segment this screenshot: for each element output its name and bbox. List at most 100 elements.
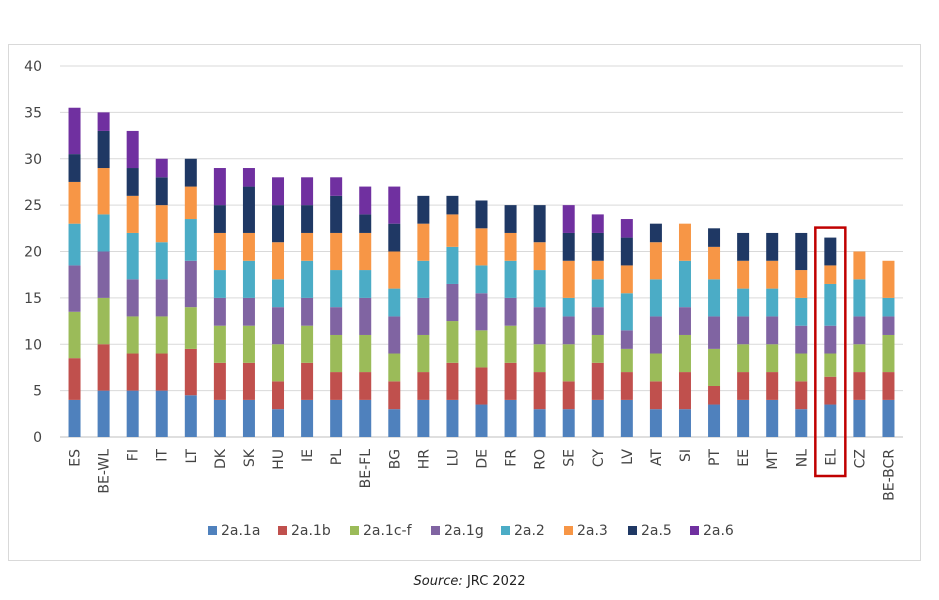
x-tick-label: LV: [620, 449, 636, 465]
source-label: Source:: [413, 574, 463, 589]
bar-segment: [824, 265, 837, 284]
x-tick-label: BG: [387, 449, 403, 469]
bar-segment: [882, 260, 895, 298]
bar-segment: [737, 232, 750, 261]
bar-segment: [68, 154, 81, 182]
x-tick-label: NL: [794, 449, 810, 467]
legend-swatch: [350, 526, 359, 535]
bar-segment: [155, 390, 168, 437]
bar-segment: [213, 399, 226, 437]
legend-label: 2a.1g: [444, 523, 484, 539]
bar-segment: [649, 316, 662, 354]
bar-segment: [359, 214, 372, 233]
x-tick-label: SE: [562, 449, 578, 467]
bar-segment: [824, 283, 837, 326]
bar-segment: [242, 168, 255, 187]
bar-segment: [533, 307, 546, 345]
bar-segment: [795, 381, 808, 410]
bar-segment: [882, 399, 895, 437]
bar-segment: [766, 232, 779, 261]
x-tick-label: MT: [765, 449, 781, 470]
x-tick-label: BE-FL: [358, 449, 374, 489]
bar-segment: [330, 399, 343, 437]
bar-segment: [272, 381, 285, 410]
x-tick-label: LU: [445, 449, 461, 466]
bar-segment: [446, 321, 459, 363]
bar-segment: [475, 228, 488, 266]
x-tick-label: SK: [242, 448, 258, 467]
highlight-box: [814, 226, 847, 478]
bar-segment: [649, 223, 662, 243]
bar-segment: [766, 260, 779, 289]
bar-segment: [272, 205, 285, 243]
bar-segment: [213, 232, 226, 271]
legend-label: 2a.1a: [221, 523, 260, 539]
bar-segment: [417, 334, 430, 373]
bar-segment: [359, 186, 372, 215]
bar-segment: [591, 334, 604, 363]
bar-segment: [97, 130, 110, 169]
bar-segment: [126, 316, 139, 354]
bar-segment: [242, 325, 255, 363]
bar-segment: [359, 297, 372, 335]
x-tick-label: CZ: [852, 449, 868, 468]
x-tick-label: DK: [213, 448, 229, 469]
bar-segment: [649, 279, 662, 317]
bar-segment: [795, 409, 808, 437]
bar-segment: [68, 107, 81, 155]
bar-segment: [795, 353, 808, 382]
bar-segment: [591, 260, 604, 280]
bar-segment: [417, 297, 430, 335]
bar-segment: [126, 168, 139, 196]
bar-segment: [359, 270, 372, 298]
bar-segment: [504, 399, 517, 437]
bar-segment: [68, 311, 81, 359]
bar-segment: [301, 232, 314, 261]
bar-segment: [737, 288, 750, 317]
bar-segment: [475, 200, 488, 229]
bar-segment: [272, 409, 285, 437]
bar-segment: [853, 279, 866, 317]
bar-segment: [591, 307, 604, 335]
bar-segment: [824, 376, 837, 405]
bar-segment: [766, 316, 779, 345]
x-tick-label: EL: [823, 449, 839, 466]
bar-segment: [97, 112, 110, 131]
bar-segment: [504, 362, 517, 400]
bar-segment: [68, 265, 81, 312]
bar-segment: [213, 362, 226, 400]
x-tick-label: FI: [126, 449, 142, 461]
x-tick-label: BE-BCR: [881, 449, 897, 501]
bar-segment: [359, 399, 372, 437]
x-tick-label: IE: [300, 449, 316, 462]
bar-segment: [562, 316, 575, 345]
bar-segment: [708, 228, 721, 247]
bar-segment: [649, 409, 662, 437]
bar-segment: [446, 246, 459, 284]
bar-segment: [824, 404, 837, 437]
bar-segment: [388, 251, 401, 289]
bar-segment: [242, 362, 255, 400]
bar-segment: [708, 385, 721, 405]
bar-segment: [213, 297, 226, 326]
bar-segment: [330, 195, 343, 233]
bar-segment: [737, 399, 750, 437]
bar-segment: [97, 251, 110, 298]
bar-segment: [562, 260, 575, 298]
bar-segment: [562, 297, 575, 317]
bar-segment: [388, 353, 401, 382]
bar-segment: [155, 242, 168, 280]
bar-segment: [184, 307, 197, 349]
x-tick-label: DE: [475, 449, 491, 469]
bar-segment: [330, 177, 343, 196]
bar-segment: [533, 372, 546, 410]
bar-segment: [533, 344, 546, 373]
bar-segment: [708, 404, 721, 437]
bar-segment: [882, 297, 895, 317]
x-tick-label: HU: [271, 449, 287, 470]
bar-segment: [272, 242, 285, 280]
bar-segment: [824, 237, 837, 266]
bar-segment: [620, 219, 633, 238]
bar-segment: [184, 395, 197, 437]
bar-segment: [126, 390, 139, 437]
